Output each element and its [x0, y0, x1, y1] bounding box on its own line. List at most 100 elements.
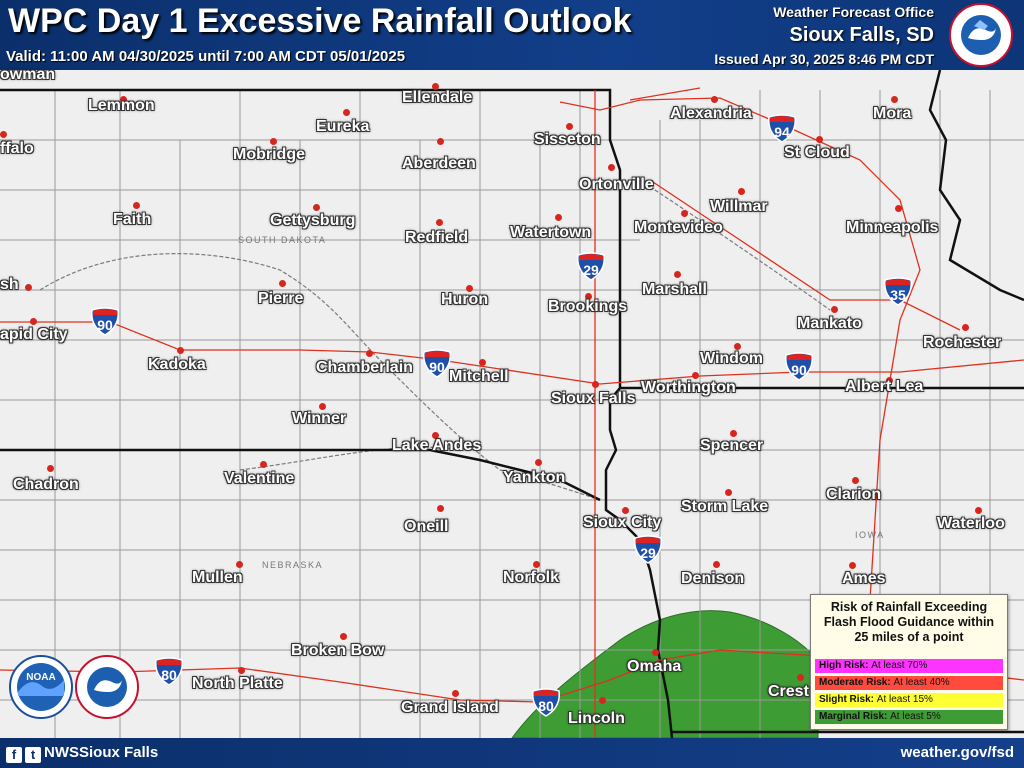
legend-label: Marginal Risk: At least 5% [819, 711, 941, 722]
social-handle[interactable]: f t NWSSioux Falls [6, 744, 158, 763]
svg-text:80: 80 [161, 667, 177, 683]
city-dot [566, 123, 573, 130]
legend-label: High Risk: At least 70% [819, 660, 928, 671]
agency-logos: NOAA [9, 655, 139, 719]
city-dot [599, 697, 606, 704]
city-label: sh [0, 276, 19, 293]
noaa-logo: NOAA [9, 655, 73, 719]
city-dot [816, 136, 823, 143]
legend-item-marginal: Marginal Risk: At least 5% [815, 710, 1003, 724]
city-label: Brookings [548, 298, 628, 315]
city-dot [734, 343, 741, 350]
office-name: Sioux Falls, SD [789, 24, 934, 46]
city-dot [535, 459, 542, 466]
legend-title-line: 25 miles of a point [854, 630, 964, 644]
page-title: WPC Day 1 Excessive Rainfall Outlook [8, 2, 632, 40]
city-label: Marshall [642, 281, 707, 298]
city-label: Aberdeen [402, 155, 476, 172]
legend-label: Moderate Risk: At least 40% [819, 677, 950, 688]
city-dot [592, 381, 599, 388]
city-dot [319, 403, 326, 410]
city-label: St Cloud [784, 144, 850, 161]
interstate-shield: 90 [91, 307, 119, 336]
legend-title-line: Risk of Rainfall Exceeding [830, 600, 988, 614]
city-dot [533, 561, 540, 568]
city-label: Ortonville [579, 176, 654, 193]
city-label: Lake Andes [392, 437, 482, 454]
city-label: Chamberlain [316, 359, 413, 376]
interstate-shield: 90 [423, 349, 451, 378]
city-label: Ellendale [402, 89, 473, 106]
city-label: Waterloo [937, 515, 1005, 532]
city-dot [652, 649, 659, 656]
risk-legend: Risk of Rainfall Exceeding Flash Flood G… [810, 594, 1008, 730]
city-dot [436, 219, 443, 226]
interstate-shield: 90 [785, 352, 813, 381]
city-label: Alexandria [670, 105, 752, 122]
city-label: Broken Bow [291, 642, 385, 659]
city-dot [962, 324, 969, 331]
city-label: Mora [873, 105, 912, 122]
city-dot [622, 507, 629, 514]
legend-title: Risk of Rainfall Exceeding Flash Flood G… [811, 600, 1007, 645]
city-label: Crest [768, 683, 809, 700]
facebook-icon[interactable]: f [6, 747, 22, 763]
city-dot [713, 561, 720, 568]
svg-text:29: 29 [583, 262, 599, 278]
city-label: Albert Lea [845, 378, 924, 395]
city-label: Spencer [700, 437, 764, 454]
city-dot [437, 138, 444, 145]
city-dot [555, 214, 562, 221]
city-dot [725, 489, 732, 496]
city-dot [452, 690, 459, 697]
city-label: Valentine [224, 470, 295, 487]
city-dot [831, 306, 838, 313]
city-label: ffalo [0, 140, 34, 157]
legend-swatch-marginal [815, 710, 1003, 724]
nws-logo [949, 3, 1013, 67]
city-dot [260, 461, 267, 468]
city-dot [47, 465, 54, 472]
city-label: Faith [113, 211, 152, 228]
city-dot [479, 359, 486, 366]
city-label: Sioux City [583, 514, 662, 531]
city-dot [975, 507, 982, 514]
site-link[interactable]: weather.gov/fsd [900, 744, 1014, 761]
legend-item-moderate: Moderate Risk: At least 40% [815, 676, 1003, 690]
city-label: Mankato [797, 315, 862, 332]
county-lines [0, 90, 1024, 738]
city-label: Norfolk [503, 569, 559, 586]
legend-title-line: Flash Flood Guidance within [823, 615, 995, 629]
svg-text:35: 35 [890, 287, 906, 303]
nws-logo-bottom [75, 655, 139, 719]
city-label: Eureka [316, 118, 370, 135]
twitter-icon[interactable]: t [25, 747, 41, 763]
city-dot [585, 293, 592, 300]
city-label: Grand Island [401, 699, 499, 716]
city-label: Mitchell [449, 368, 509, 385]
city-label: Pierre [258, 290, 304, 307]
city-label: Denison [681, 570, 745, 587]
state-label-sd: SOUTH DAKOTA [238, 235, 326, 245]
city-label: Redfield [405, 229, 469, 246]
city-dot [340, 633, 347, 640]
rivers [39, 179, 831, 501]
city-label: North Platte [192, 675, 283, 692]
svg-text:NOAA: NOAA [26, 672, 55, 683]
city-label: owman [0, 66, 56, 83]
city-label: Worthington [641, 379, 736, 396]
city-label: Chadron [13, 476, 79, 493]
city-label: Gettysburg [270, 212, 356, 229]
city-label: Omaha [627, 658, 682, 675]
city-dot [177, 347, 184, 354]
city-label: Ames [842, 570, 886, 587]
city-dot [849, 562, 856, 569]
interstate-shield: 35 [884, 277, 912, 306]
city-dot [730, 430, 737, 437]
svg-text:80: 80 [538, 698, 554, 714]
city-dot [25, 284, 32, 291]
city-dot [608, 164, 615, 171]
city-dot [270, 138, 277, 145]
svg-text:29: 29 [640, 545, 656, 561]
city-dot [437, 505, 444, 512]
